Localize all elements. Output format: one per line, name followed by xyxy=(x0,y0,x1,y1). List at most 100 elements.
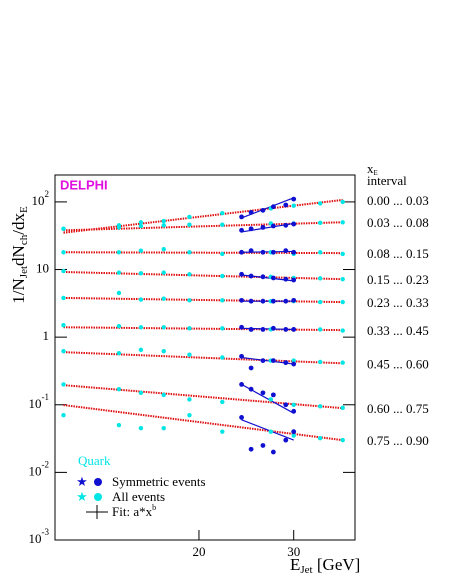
symmetric-point xyxy=(239,415,244,420)
y-tick-label: 1 xyxy=(43,328,50,343)
all-events-point xyxy=(187,397,192,402)
fit-line xyxy=(63,251,343,255)
symmetric-point xyxy=(270,449,276,455)
all-events-point xyxy=(61,295,66,301)
all-events-point xyxy=(161,270,166,275)
symmetric-point xyxy=(248,327,254,332)
symmetric-point xyxy=(239,297,244,303)
fit-line xyxy=(63,351,343,365)
x-tick-label: 30 xyxy=(287,544,300,559)
symmetric-point xyxy=(260,327,266,332)
legend-fit-exp: b xyxy=(152,503,156,512)
all-events-point xyxy=(161,325,166,330)
y-tick-label-base: 10 xyxy=(29,463,42,478)
y-axis-label-part: ch xyxy=(18,234,30,245)
all-events-point xyxy=(116,290,122,296)
plot-frame xyxy=(54,174,356,541)
all-events-point xyxy=(138,297,144,302)
x-tick-label: 20 xyxy=(192,544,205,559)
fit-line xyxy=(63,198,343,234)
symmetric-point xyxy=(239,353,244,359)
all-events-point xyxy=(61,413,66,418)
symmetric-point xyxy=(260,249,266,255)
all-events-point xyxy=(317,327,323,332)
all-events-point xyxy=(220,298,225,303)
symmetric-point xyxy=(248,365,254,371)
interval-header: xE xyxy=(367,161,378,177)
fit-line xyxy=(63,221,343,232)
interval-header-x: x xyxy=(367,161,374,176)
symmetric-point xyxy=(270,204,276,210)
y-axis-label: 1/NJetdNch/dxE xyxy=(9,206,30,304)
sym-fit-line xyxy=(241,197,294,219)
all-events-point xyxy=(61,348,66,354)
all-events-point xyxy=(116,350,122,356)
all-events-point xyxy=(220,273,225,279)
all-events-point xyxy=(61,382,66,387)
all-events-point xyxy=(61,226,66,232)
all-events-point xyxy=(187,272,192,277)
all-events-point xyxy=(317,201,323,206)
all-events-point xyxy=(340,199,345,205)
interval-label: 0.60 ... 0.75 xyxy=(367,401,429,416)
symmetric-point xyxy=(283,327,289,332)
symmetric-point xyxy=(248,226,254,232)
symmetric-point xyxy=(248,298,254,304)
all-events-point xyxy=(340,251,345,257)
symmetric-point xyxy=(239,271,244,277)
all-events-point xyxy=(116,270,122,275)
y-axis-label-part: E xyxy=(18,206,30,213)
symmetric-point xyxy=(260,298,266,304)
symmetric-point xyxy=(260,207,266,213)
all-events-point xyxy=(116,225,122,230)
fit-line xyxy=(63,404,343,442)
all-events-point xyxy=(138,248,144,253)
all-events-point xyxy=(161,426,166,431)
y-tick-label: 10-3 xyxy=(29,527,50,546)
all-events-point xyxy=(340,328,345,333)
symmetric-point xyxy=(283,248,289,254)
all-events-point xyxy=(61,250,66,255)
all-events-point xyxy=(138,390,144,396)
symmetric-point xyxy=(239,227,244,233)
y-tick-label: 10-1 xyxy=(29,392,50,411)
symmetric-point xyxy=(270,358,276,363)
legend-star: ★ xyxy=(76,489,88,504)
symmetric-point xyxy=(291,221,297,227)
interval-label: 0.23 ... 0.33 xyxy=(367,295,429,310)
legend-star: ★ xyxy=(76,474,88,489)
y-tick-label: 10-2 xyxy=(29,459,50,478)
all-events-point xyxy=(317,220,323,226)
all-events-point xyxy=(61,268,66,274)
all-events-point xyxy=(317,359,323,365)
symmetric-point xyxy=(260,443,266,448)
x-axis-label: EJet [GeV] xyxy=(290,555,360,576)
y-axis-label-part: /dx xyxy=(9,213,28,235)
x-axis-label-part: Jet xyxy=(300,564,312,576)
symmetric-point xyxy=(248,209,254,215)
all-events-point xyxy=(138,223,144,229)
symmetric-point xyxy=(270,325,276,331)
symmetric-point xyxy=(283,402,289,408)
symmetric-point xyxy=(270,249,276,255)
all-events-point xyxy=(161,348,166,354)
all-events-point xyxy=(161,246,166,252)
interval-label: 0.00 ... 0.03 xyxy=(367,193,429,208)
all-events-point xyxy=(161,392,166,398)
symmetric-point xyxy=(291,408,297,414)
legend-fit: Fit: a*x xyxy=(112,504,153,519)
symmetric-point xyxy=(270,275,276,281)
symmetric-point xyxy=(291,429,297,435)
all-events-point xyxy=(220,222,225,227)
symmetric-point xyxy=(248,248,254,254)
all-events-point xyxy=(116,250,122,255)
all-events-point xyxy=(220,211,225,216)
symmetric-point xyxy=(260,224,266,230)
y-tick-label-exp: 2 xyxy=(45,189,50,199)
interval-label: 0.45 ... 0.60 xyxy=(367,356,429,371)
sym-fit-line xyxy=(241,419,294,441)
all-events-point xyxy=(317,404,323,409)
symmetric-point xyxy=(248,273,254,279)
symmetric-point xyxy=(270,298,276,304)
interval-label: 0.15 ... 0.23 xyxy=(367,272,429,287)
